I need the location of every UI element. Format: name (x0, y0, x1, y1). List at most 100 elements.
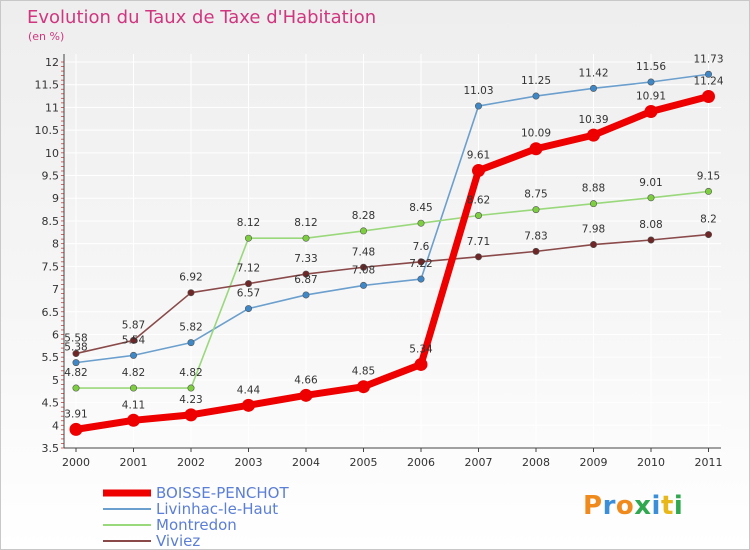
x-tick-label: 2001 (120, 456, 148, 469)
data-label: 11.03 (463, 85, 493, 97)
data-label: 4.85 (352, 366, 375, 378)
y-tick-label: 11.5 (35, 79, 60, 92)
series-line (75, 233, 710, 355)
data-point (245, 305, 253, 313)
x-tick-label: 2002 (177, 456, 205, 469)
brand-letter: t (660, 491, 674, 521)
data-point (302, 234, 310, 242)
y-tick-label: 7 (52, 283, 59, 296)
data-label: 8.08 (639, 219, 662, 231)
data-point (242, 398, 255, 412)
data-point (589, 200, 597, 208)
x-tick-label: 2009 (580, 456, 608, 469)
data-point (245, 234, 253, 242)
data-point (245, 280, 253, 288)
data-label: 11.42 (578, 67, 608, 79)
data-point (529, 142, 543, 156)
data-label: 8.75 (524, 189, 547, 201)
data-point (702, 90, 715, 104)
y-tick-label: 4 (52, 419, 59, 432)
data-point (474, 211, 482, 219)
data-label: 10.09 (521, 128, 551, 140)
data-label: 9.61 (467, 150, 490, 162)
y-tick-label: 6.5 (42, 306, 60, 319)
data-label: 3.91 (64, 408, 87, 420)
data-label: 5.54 (122, 334, 146, 346)
y-tick-label: 8.5 (42, 215, 60, 228)
data-point (187, 339, 195, 347)
data-label: 5.82 (179, 322, 202, 334)
data-label: 7.83 (524, 230, 547, 242)
data-point (357, 380, 370, 394)
data-label: 9.01 (639, 177, 662, 189)
data-label: 4.44 (237, 384, 261, 396)
data-point (644, 104, 658, 118)
data-label: 4.82 (122, 367, 145, 379)
data-label: 7.71 (467, 236, 490, 248)
data-label: 8.2 (700, 214, 717, 226)
data-point (127, 413, 140, 427)
data-label: 10.39 (578, 114, 608, 126)
legend-label: Viviez (156, 532, 201, 550)
data-point (130, 384, 138, 392)
data-label: 7.6 (413, 241, 430, 253)
x-tick-label: 2011 (695, 456, 723, 469)
data-label: 4.66 (294, 374, 318, 386)
data-label: 11.25 (521, 75, 551, 87)
data-label: 7.12 (237, 263, 260, 275)
x-tick-label: 2008 (522, 456, 550, 469)
legend-label: Livinhac-le-Haut (156, 500, 279, 518)
data-point (417, 219, 425, 227)
brand-letter: i (651, 491, 661, 521)
data-point (187, 289, 195, 297)
data-point (704, 187, 712, 195)
data-label: 8.88 (582, 183, 605, 195)
data-label: 7.08 (352, 264, 375, 276)
data-label: 7.48 (352, 246, 375, 258)
y-tick-label: 5 (52, 374, 59, 387)
y-tick-label: 10 (45, 147, 59, 160)
legend-swatch (103, 524, 151, 526)
data-point (647, 236, 655, 244)
x-tick-label: 2005 (350, 456, 378, 469)
data-point (532, 206, 540, 214)
data-point (704, 70, 712, 78)
data-label: 10.91 (636, 90, 666, 102)
data-label: 8.62 (467, 194, 490, 206)
brand-letter: o (615, 491, 635, 521)
brand-logo: Proxiti (583, 491, 683, 521)
legend-label: Montredon (156, 516, 237, 534)
data-label: 11.24 (693, 76, 723, 88)
x-tick-label: 2003 (235, 456, 263, 469)
data-point (589, 241, 597, 249)
brand-letter: i (673, 491, 684, 521)
y-tick-label: 5.5 (42, 351, 60, 364)
data-label: 6.87 (294, 274, 317, 286)
data-label: 5.34 (409, 343, 433, 355)
data-label: 5.58 (64, 333, 87, 345)
y-tick-label: 9 (52, 192, 59, 205)
data-point (704, 231, 712, 239)
legend-label: BOISSE-PENCHOT (156, 484, 289, 502)
data-point (359, 281, 367, 289)
series-line (75, 73, 710, 364)
x-tick-label: 2000 (62, 456, 90, 469)
x-tick-label: 2004 (292, 456, 320, 469)
brand-letter: P (583, 491, 603, 521)
data-point (472, 164, 485, 178)
y-tick-label: 6 (52, 328, 59, 341)
data-point (417, 258, 425, 266)
data-label: 5.87 (122, 319, 145, 331)
data-point (302, 291, 310, 299)
data-label: 4.23 (179, 394, 202, 406)
data-label: 11.56 (636, 61, 666, 73)
x-tick-label: 2006 (407, 456, 435, 469)
legend-swatch (103, 489, 151, 497)
y-tick-label: 3.5 (42, 442, 60, 455)
data-point (72, 384, 80, 392)
x-tick-label: 2007 (465, 456, 493, 469)
data-label: 8.12 (294, 217, 317, 229)
data-point (72, 359, 80, 367)
y-tick-label: 8 (52, 238, 59, 251)
